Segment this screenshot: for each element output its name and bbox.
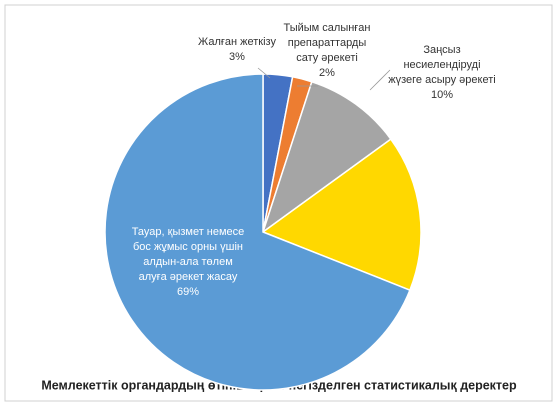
slice-label: препараттарды [288, 37, 367, 49]
slice-label: жүзеге асыру әрекеті [388, 74, 495, 86]
pie-slice [261, 138, 422, 292]
slice-value-label: 10% [431, 89, 453, 101]
slice-label: Жалған жеткізу [198, 36, 276, 48]
leader-line [257, 67, 271, 79]
slice-label: алдын-ала төлем [143, 256, 233, 268]
slice-label: Тыйым салынған [283, 22, 370, 34]
slice-label: сату әрекеті [296, 52, 358, 64]
slice-label: алуға әрекет жасау [139, 271, 238, 283]
slice-label: Тауар, қызмет немесе [132, 226, 245, 238]
pie-slice [261, 80, 392, 234]
slice-label: несиелендіруді [403, 59, 480, 71]
slice-value-label: 2% [319, 67, 335, 79]
slice-label: Заңсыз [423, 44, 460, 56]
slice-value-label: 3% [229, 51, 245, 63]
leader-line [369, 69, 391, 91]
slice-label: бос жұмыс орны үшін [133, 241, 243, 253]
pie-slice [104, 73, 411, 391]
slice-value-label: 69% [177, 286, 199, 298]
